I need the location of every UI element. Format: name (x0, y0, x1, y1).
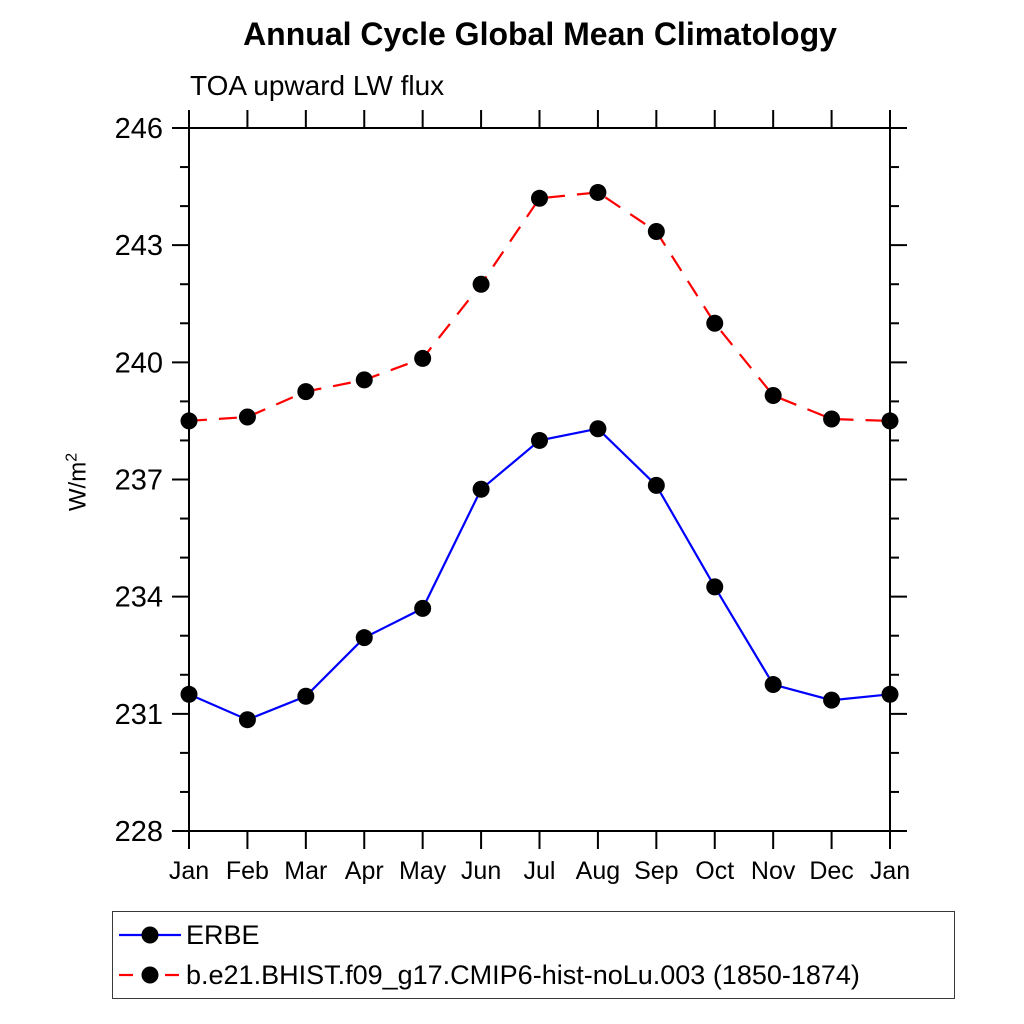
legend-item: ERBE (117, 915, 954, 955)
data-point-marker (472, 275, 490, 293)
x-tick-label: May (399, 857, 447, 885)
x-tick-label: Jul (524, 857, 556, 885)
x-tick-labels: Jan Feb Mar Apr May Jun Jul Aug Sep Oct Nov Dec Jan (169, 857, 910, 885)
legend-marker-icon (141, 926, 159, 944)
data-point-marker (531, 189, 548, 207)
data-point-marker (589, 183, 607, 201)
data-point-marker (647, 476, 665, 494)
x-tick-label: Oct (695, 857, 734, 885)
legend-label: ERBE (186, 919, 260, 950)
data-point-marker (238, 711, 256, 729)
data-point-marker (823, 410, 841, 428)
y-axis-ticks (172, 127, 907, 832)
data-point-marker (647, 222, 665, 240)
x-tick-label: Mar (284, 857, 327, 885)
legend-line-sample (119, 966, 181, 984)
data-point-marker (706, 314, 724, 332)
data-point-marker (589, 420, 607, 438)
chart-title: Annual Cycle Global Mean Climatology (243, 16, 837, 52)
y-tick-label: 237 (115, 465, 163, 497)
x-tick-label: Nov (751, 857, 796, 885)
legend-rows: ERBE b.e21.BHIST.f09_g17.CMIP6-hist-noLu.… (117, 915, 954, 995)
x-tick-label: Feb (226, 857, 269, 885)
data-point-marker (706, 578, 724, 596)
data-point-marker (764, 387, 782, 405)
data-point-marker (180, 685, 198, 703)
y-tick-label: 234 (115, 582, 163, 614)
plot-frame (188, 127, 891, 832)
y-tick-labels: 228 231 234 237 240 243 246 (115, 113, 163, 848)
series-markers-0 (180, 420, 899, 729)
chart-subtitle: TOA upward LW flux (190, 70, 445, 101)
data-point-marker (355, 629, 373, 647)
legend-item: b.e21.BHIST.f09_g17.CMIP6-hist-noLu.003 … (117, 955, 954, 995)
data-point-marker (180, 412, 198, 430)
data-point-marker (531, 431, 548, 449)
x-tick-label: Jun (461, 857, 501, 885)
x-tick-label: Jan (169, 857, 209, 885)
x-tick-label: Sep (634, 857, 678, 885)
x-axis-ticks (188, 110, 891, 849)
data-point-marker (238, 408, 256, 426)
series-line-1 (188, 191, 891, 422)
series-markers-1 (180, 183, 899, 430)
y-tick-label: 228 (115, 816, 163, 848)
y-tick-label: 246 (115, 113, 163, 145)
data-point-marker (355, 371, 373, 389)
x-tick-label: Aug (576, 857, 620, 885)
legend-label: b.e21.BHIST.f09_g17.CMIP6-hist-noLu.003 … (186, 959, 860, 990)
data-point-marker (297, 383, 315, 401)
legend: ERBE b.e21.BHIST.f09_g17.CMIP6-hist-noLu.… (112, 911, 955, 999)
data-point-marker (881, 412, 899, 430)
y-tick-label: 240 (115, 347, 163, 379)
legend-marker-icon (141, 966, 159, 984)
series-line-0 (188, 427, 891, 721)
x-tick-label: Apr (345, 857, 384, 885)
x-tick-label: Jan (870, 857, 910, 885)
data-point-marker (472, 480, 490, 498)
data-point-marker (764, 676, 782, 694)
data-point-marker (414, 349, 432, 367)
legend-line-sample (119, 926, 181, 944)
data-point-marker (414, 599, 432, 617)
data-point-marker (881, 685, 899, 703)
y-tick-label: 243 (115, 230, 163, 262)
x-tick-label: Dec (809, 857, 853, 885)
data-point-marker (297, 687, 315, 705)
y-tick-label: 231 (115, 699, 163, 731)
data-point-marker (823, 691, 841, 709)
